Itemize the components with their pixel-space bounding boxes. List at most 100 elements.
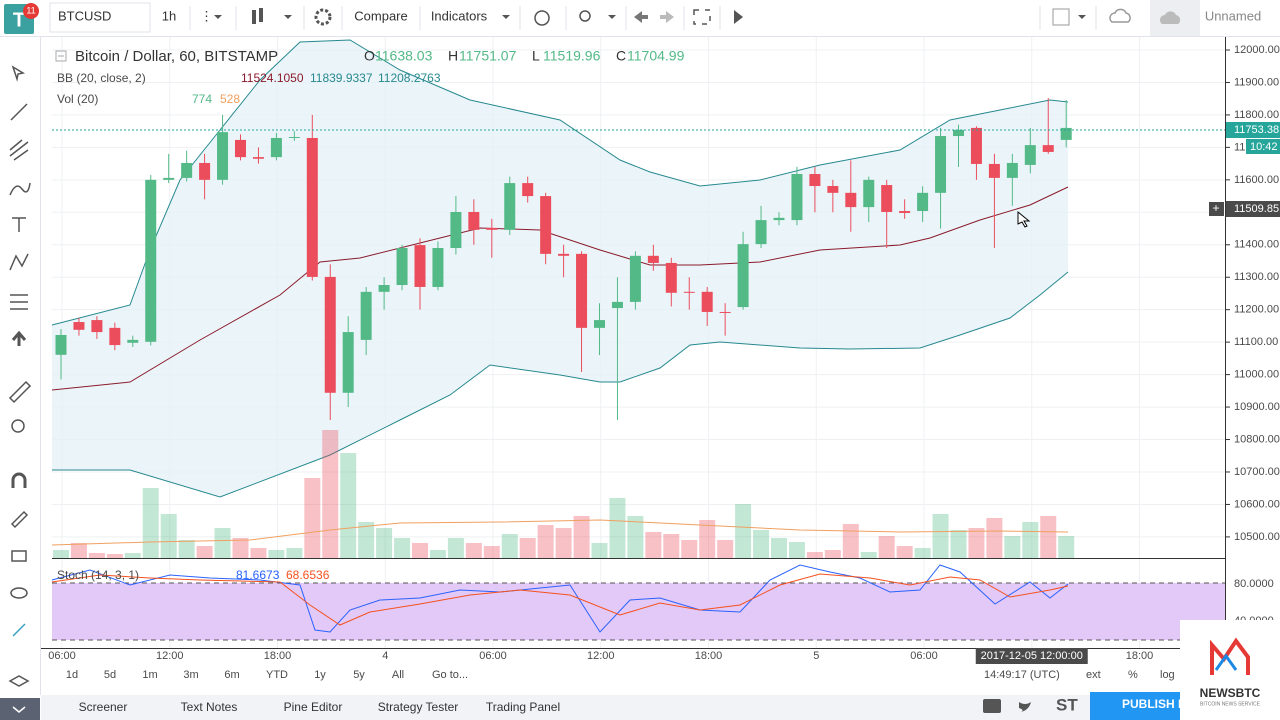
- volume-bar: [483, 546, 500, 558]
- lock-draw-tool[interactable]: [10, 510, 29, 529]
- stoch-name: Stoch (14, 3, 1): [57, 568, 139, 582]
- replay[interactable]: [734, 10, 743, 24]
- stoch-k-value: 81.6673: [236, 568, 280, 582]
- goto[interactable]: Go to...: [432, 669, 468, 681]
- layout-icon[interactable]: [1052, 8, 1070, 26]
- dropdown[interactable]: [502, 15, 510, 19]
- volume-bar: [376, 528, 393, 558]
- bottom-tab[interactable]: Trading Panel: [486, 700, 560, 714]
- bollinger-fill: [52, 40, 1068, 497]
- price-axis: [1226, 37, 1280, 648]
- trend-line-tool[interactable]: [10, 103, 28, 121]
- range-button[interactable]: 6m: [224, 669, 239, 681]
- volume-bar: [286, 548, 303, 558]
- y-tick-label: 11800.00: [1234, 109, 1279, 121]
- bb-lower: 11208.2763: [378, 71, 441, 85]
- collapse-bar[interactable]: [0, 698, 40, 720]
- axis-log[interactable]: log: [1160, 669, 1175, 681]
- y-tick-label: 12000.00: [1234, 44, 1280, 56]
- range-bar: [41, 665, 1280, 685]
- dropdown[interactable]: [284, 15, 292, 19]
- range-button[interactable]: 3m: [183, 669, 198, 681]
- range-button[interactable]: 5y: [353, 669, 365, 681]
- layers-tool[interactable]: [8, 675, 30, 687]
- ranges: 1d 5d 1m 3m 6m YTD 1y 5y All: [66, 669, 404, 681]
- bottom-tabs: Screener Text Notes Pine Editor Strategy Te…: [79, 700, 560, 714]
- cursor-tool[interactable]: [11, 65, 26, 82]
- volume-bar: [645, 532, 662, 558]
- text-tool[interactable]: [12, 217, 26, 232]
- twitter-icon[interactable]: [1019, 702, 1031, 712]
- newsbtc-tagline: BITCOIN NEWS SERVICE: [1200, 701, 1261, 707]
- link-tool[interactable]: [12, 623, 26, 637]
- symbol-title: Bitcoin / Dollar, 60, BITSTAMP: [75, 48, 278, 65]
- brush-tool[interactable]: [9, 182, 31, 196]
- fullscreen[interactable]: [693, 9, 711, 25]
- menu-dots[interactable]: ⋮: [200, 8, 213, 23]
- volume-bar: [735, 504, 752, 558]
- symbol-box[interactable]: [49, 2, 151, 33]
- magnet-tool[interactable]: [11, 472, 27, 488]
- axis-percent[interactable]: %: [1128, 669, 1138, 681]
- snapshot-icon[interactable]: [983, 699, 1001, 713]
- bottom-tab[interactable]: Text Notes: [181, 700, 238, 714]
- ideas-icon[interactable]: [579, 10, 591, 22]
- range-button[interactable]: 1y: [314, 669, 326, 681]
- arrow-tool[interactable]: [11, 330, 27, 346]
- badge-count: 11: [26, 5, 35, 15]
- time-cursor-label: 2017-12-05 12:00:00: [981, 650, 1083, 662]
- range-button[interactable]: 1m: [142, 669, 157, 681]
- candle-body: [647, 255, 659, 263]
- prediction-tool[interactable]: [10, 294, 28, 310]
- pattern-tool[interactable]: [9, 253, 29, 271]
- ruler-tool[interactable]: [8, 380, 32, 404]
- candle-body: [1060, 127, 1072, 140]
- candle-body: [1006, 162, 1018, 178]
- volume-bar: [806, 552, 823, 558]
- axis-ext[interactable]: ext: [1086, 669, 1101, 681]
- range-button[interactable]: All: [392, 669, 404, 681]
- dropdown[interactable]: [1078, 15, 1086, 19]
- range-button[interactable]: YTD: [266, 669, 288, 681]
- bottom-tab[interactable]: Screener: [79, 700, 128, 714]
- zoom-tool[interactable]: [11, 419, 25, 433]
- range-button[interactable]: 1d: [66, 669, 78, 681]
- indicators-button[interactable]: Indicators: [431, 8, 488, 23]
- volume-bar: [1040, 516, 1057, 558]
- crosshair-plus-bg[interactable]: [1209, 202, 1224, 216]
- lock-tool[interactable]: [11, 550, 27, 562]
- layout-name[interactable]: Unnamed: [1205, 8, 1261, 23]
- dropdown[interactable]: [608, 15, 616, 19]
- stocktwits[interactable]: ST: [1056, 695, 1078, 714]
- interval[interactable]: 1h: [162, 8, 176, 23]
- volume-bar: [232, 538, 249, 558]
- visibility-tool[interactable]: [10, 587, 28, 599]
- candle-body: [917, 192, 929, 212]
- y-tick-label: 11400.00: [1234, 239, 1279, 251]
- candles-icon[interactable]: [252, 8, 263, 24]
- dropdown[interactable]: [214, 15, 222, 19]
- alert-icon[interactable]: [534, 10, 550, 26]
- cloud-save[interactable]: [1109, 8, 1131, 23]
- redo[interactable]: [660, 11, 674, 23]
- volume-bar: [950, 530, 967, 558]
- collapse-legend[interactable]: [55, 50, 67, 62]
- countdown-tag: [1246, 139, 1280, 154]
- x-tick-label: 06:00: [479, 650, 507, 662]
- ohlc-letter: C: [616, 48, 626, 64]
- volume-bar: [501, 534, 518, 558]
- candle-body: [342, 332, 354, 393]
- candle-body: [181, 162, 193, 178]
- bottom-tab[interactable]: Strategy Tester: [378, 700, 458, 714]
- bottom-tab[interactable]: Pine Editor: [284, 700, 343, 714]
- volume-bar: [340, 453, 357, 558]
- volume-bar: [304, 478, 321, 558]
- undo[interactable]: [634, 11, 648, 23]
- fib-tool[interactable]: [9, 139, 29, 161]
- range-button[interactable]: 5d: [104, 669, 116, 681]
- compare-button[interactable]: Compare: [354, 8, 407, 23]
- volume-bar: [842, 524, 859, 558]
- y-tick-label: 11200.00: [1234, 304, 1279, 316]
- settings-icon[interactable]: [314, 8, 332, 26]
- volume-bar: [1058, 536, 1075, 558]
